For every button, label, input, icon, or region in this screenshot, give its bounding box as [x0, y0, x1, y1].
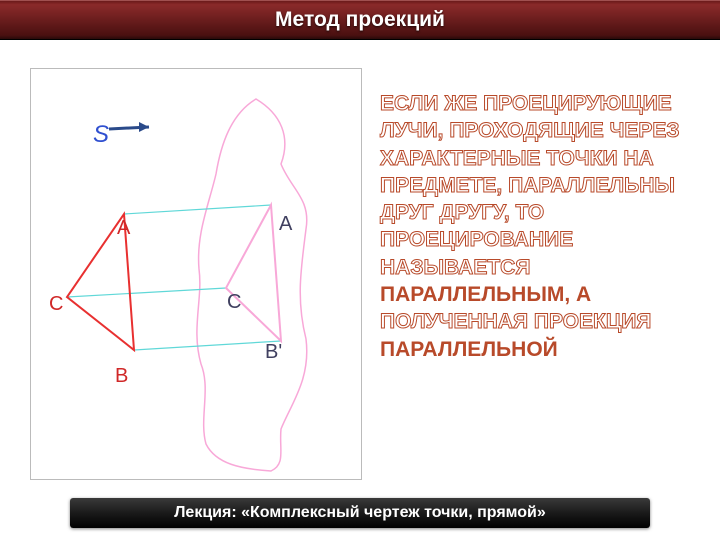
- label-C: C: [49, 293, 63, 316]
- label-C2: C: [227, 291, 241, 314]
- body-p2: ПОЛУЧЕННАЯ ПРОЕКЦИЯ: [380, 310, 651, 333]
- projection-ray-1: [134, 341, 281, 350]
- direction-arrow-head: [139, 122, 149, 132]
- label-A2: A: [279, 213, 292, 236]
- body-text: ЕСЛИ ЖЕ ПРОЕЦИРУЮЩИЕ ЛУЧИ, ПРОХОДЯЩИЕ ЧЕ…: [380, 90, 700, 363]
- body-sep1: , А: [564, 283, 591, 306]
- body-em2: ПАРАЛЛЕЛЬНОЙ: [380, 338, 558, 361]
- body-p1: ЕСЛИ ЖЕ ПРОЕЦИРУЮЩИЕ ЛУЧИ, ПРОХОДЯЩИЕ ЧЕ…: [380, 92, 680, 279]
- projected-triangle: [226, 205, 281, 341]
- label-A: A: [117, 217, 130, 240]
- projection-diagram: S A B C A B' C: [30, 68, 362, 480]
- label-B: B: [115, 365, 128, 388]
- slide-header: Метод проекций: [0, 0, 720, 40]
- label-S: S: [93, 121, 109, 149]
- label-B2: B': [265, 341, 282, 364]
- body-em1: ПАРАЛЛЕЛЬНЫМ: [380, 283, 564, 306]
- projection-plane-outline: [197, 99, 307, 471]
- projection-ray-2: [67, 288, 226, 297]
- projection-ray-0: [124, 205, 271, 214]
- slide-footer: Лекция: «Комплексный чертеж точки, прямо…: [70, 498, 650, 528]
